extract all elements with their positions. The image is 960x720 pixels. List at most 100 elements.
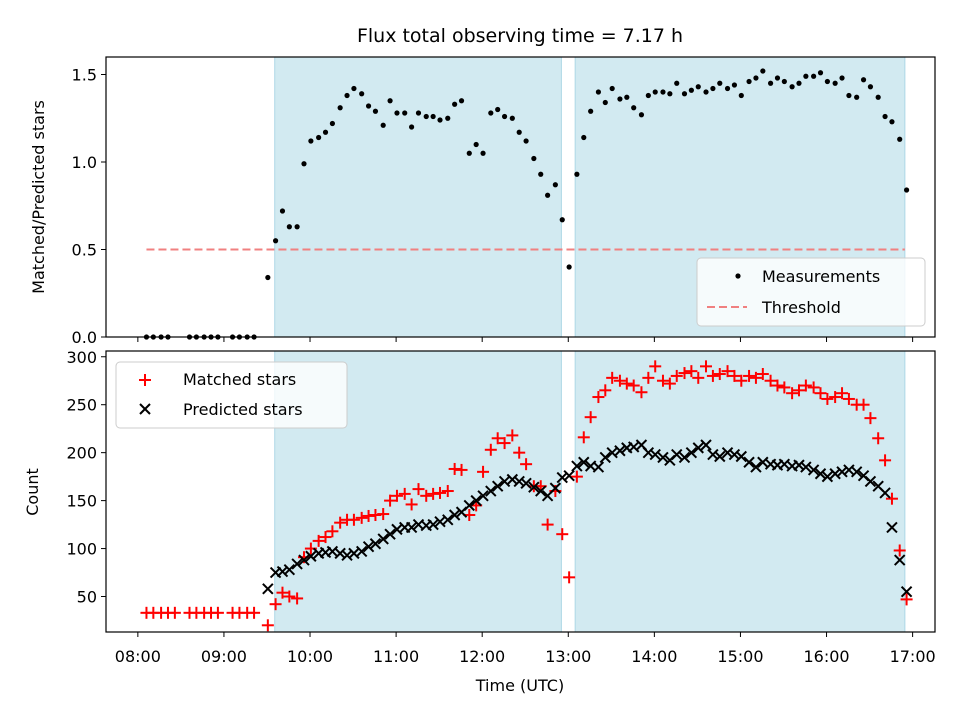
predicted-stars-point [513,475,525,488]
measurements-point [717,80,723,86]
measurements-point [846,92,852,99]
measurements-point [523,138,529,144]
predicted-stars-point [642,446,655,459]
measurements-point [695,84,701,90]
predicted-stars-point [707,448,719,461]
predicted-stars-point [571,460,583,472]
measurements-point [631,105,637,111]
measurements-point [279,208,286,214]
matched-stars-point [484,443,497,456]
y-tick-label: 1.5 [72,66,97,85]
predicted-stars-point [599,451,612,464]
predicted-stars-point [549,482,562,494]
matched-stars-point [706,369,719,382]
matched-stars-point [807,381,820,394]
measurements-point [294,224,300,230]
predicted-stars-point [700,439,712,451]
x-tick-label: 13:00 [545,647,591,666]
matched-stars-point [692,371,705,384]
y-tick-label: 0.5 [72,241,97,260]
measurements-point [796,80,802,86]
ratio-legend-box [696,257,926,327]
matched-stars-point [749,371,762,384]
matched-stars-point [649,360,662,373]
predicted-stars-point [678,451,691,464]
predicted-stars-point [477,490,489,502]
measurements-point [789,84,795,90]
measurements-point [811,73,817,79]
measurements-point [875,94,881,100]
predicted-stars-point [491,480,504,492]
matched-stars-point [319,531,332,544]
measurements-point [638,112,645,118]
y-tick-label: 100 [66,540,97,559]
ratio-panel: Flux total observing time = 7.17 h Match… [29,25,936,347]
matched-stars-point [291,592,304,605]
measurements-point [710,85,716,92]
predicted-stars-point [305,550,317,562]
x-tick-label: 10:00 [287,647,333,666]
predicted-stars-point [563,469,575,482]
matched-stars-point [879,454,892,467]
measurements-point [301,161,307,167]
measurements-point [731,82,738,88]
matched-stars-point [728,369,741,382]
matched-stars-point [326,525,339,538]
matched-stars-point [506,429,519,442]
measurements-point [559,217,565,223]
measurements-point [286,224,292,230]
measurements-point [531,155,537,162]
x-tick-label: 14:00 [631,647,677,666]
predicted-stars-point [355,545,368,558]
measurements-point [445,115,451,121]
matched-stars-point [685,365,698,378]
measurements-point [437,117,443,123]
predicted-stars-point [520,477,532,490]
measurements-point [774,75,781,81]
y-tick-label: 200 [66,444,97,463]
measurements-point [832,80,838,86]
predicted-stars-point [714,450,726,463]
matched-stars-point [663,377,676,390]
measurements-point [516,129,522,135]
matched-stars-point [541,518,554,531]
measurements-point [480,150,486,156]
predicted-stars-point [276,565,289,578]
measurements-point [409,124,415,130]
predicted-stars-point [864,475,877,488]
matched-stars-point [792,384,805,397]
matched-stars-point [613,374,626,387]
matched-stars-point [498,437,511,450]
ratio-y-ticks: 0.0 0.5 1.0 1.5 [72,66,106,347]
predicted-stars-point [485,485,497,497]
x-tick-label: 11:00 [373,647,419,666]
measurements-point [839,75,845,81]
measurements-point [322,129,329,135]
measurements-point [545,192,551,198]
predicted-stars-point [800,461,812,473]
measurements-point [588,108,594,114]
measurements-point [473,141,479,148]
matched-stars-point [678,367,691,380]
predicted-stars-point [535,485,547,497]
predicted-stars-point [592,461,605,473]
measurements-point [359,91,365,97]
predicted-stars-point [614,445,626,457]
measurements-point [617,96,623,102]
matched-stars-point [721,365,734,378]
measurements-point [738,92,744,99]
measurements-point [595,89,602,95]
matched-stars-point [269,598,282,611]
legend-predicted-marker [139,403,151,415]
predicted-stars-point [463,499,475,512]
predicted-stars-point [362,540,375,553]
measurements-point [337,105,343,111]
matched-stars-point [405,498,418,511]
matched-stars-point [420,489,433,502]
measurements-point [574,171,580,177]
predicted-stars-point [506,473,519,486]
measurements-point [660,89,666,95]
predicted-stars-point [369,538,382,550]
count-y-ticks: 50 100 150 200 250 300 [66,348,106,607]
